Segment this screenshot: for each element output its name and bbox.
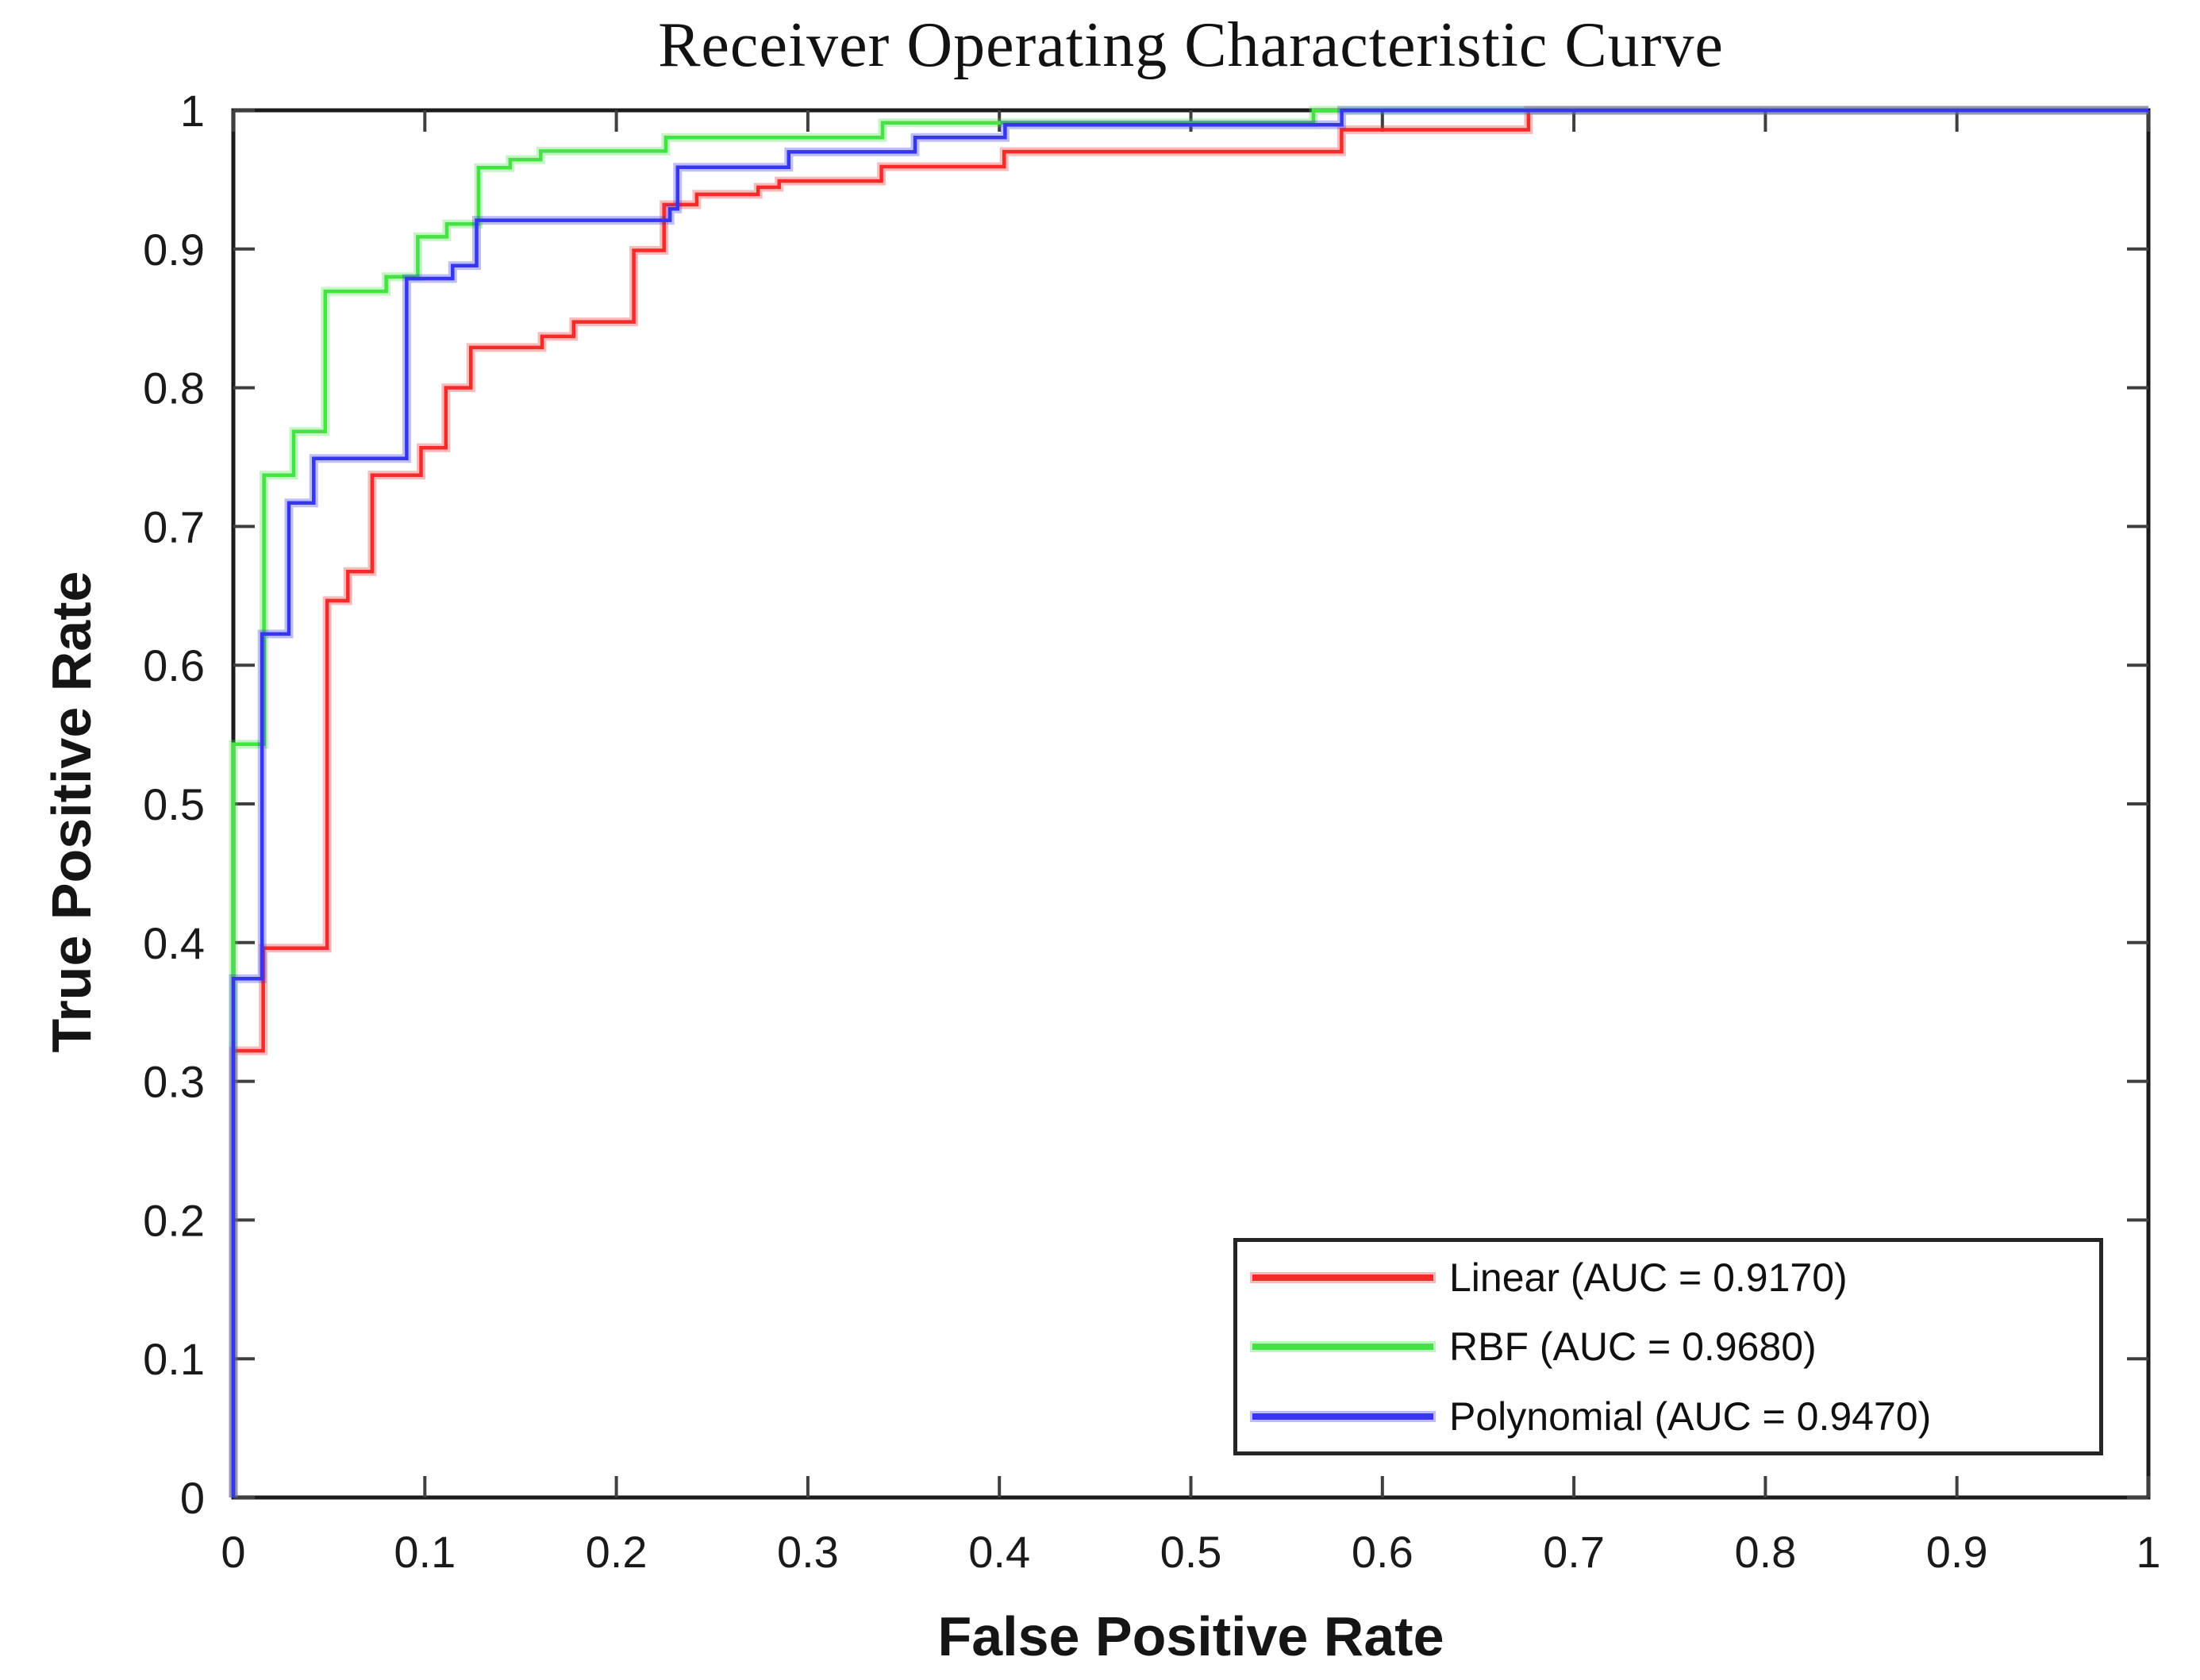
legend-item-rbf: RBF (AUC = 0.9680) — [1237, 1313, 2099, 1381]
legend-item-linear: Linear (AUC = 0.9170) — [1237, 1244, 2099, 1312]
legend-line-swatch — [1252, 1344, 1433, 1350]
chart-title: Receiver Operating Characteristic Curve — [658, 10, 1724, 80]
x-tick-label: 0 — [221, 1527, 245, 1577]
y-axis-label: True Positive Rate — [40, 571, 102, 1053]
legend-label: RBF (AUC = 0.9680) — [1449, 1324, 1817, 1369]
x-tick-label: 0.6 — [1352, 1527, 1413, 1577]
y-tick-label: 0.4 — [143, 918, 205, 968]
y-tick-label: 0.1 — [143, 1334, 205, 1384]
x-tick-label: 0.7 — [1543, 1527, 1605, 1577]
x-tick-label: 1 — [2136, 1527, 2160, 1577]
y-tick-label: 0.7 — [143, 502, 205, 552]
y-tick-label: 0.9 — [143, 225, 205, 275]
x-tick-label: 0.4 — [968, 1527, 1030, 1577]
x-tick-label: 0.3 — [777, 1527, 839, 1577]
legend-item-polynomial: Polynomial (AUC = 0.9470) — [1237, 1382, 2099, 1451]
y-tick-label: 0.8 — [143, 363, 205, 413]
y-tick-label: 0.6 — [143, 640, 205, 690]
y-tick-label: 0.2 — [143, 1195, 205, 1245]
x-tick-labels: 0 0.1 0.2 0.3 0.4 0.5 0.6 0.7 0.8 0.9 1 — [221, 1527, 2160, 1577]
y-tick-label: 0.3 — [143, 1057, 205, 1107]
legend-label: Polynomial (AUC = 0.9470) — [1449, 1394, 1932, 1439]
y-tick-labels: 0 0.1 0.2 0.3 0.4 0.5 0.6 0.7 0.8 0.9 1 — [143, 86, 205, 1523]
y-tick-label: 0 — [180, 1473, 205, 1523]
series-linear — [229, 106, 2148, 1497]
x-tick-label: 0.1 — [394, 1527, 456, 1577]
y-tick-label: 0.5 — [143, 779, 205, 829]
legend-line-swatch — [1252, 1413, 1433, 1420]
legend-label: Linear (AUC = 0.9170) — [1449, 1255, 1848, 1300]
legend-line-swatch — [1252, 1274, 1433, 1281]
x-tick-label: 0.5 — [1160, 1527, 1222, 1577]
legend-box: Linear (AUC = 0.9170) RBF (AUC = 0.9680) P… — [1233, 1238, 2103, 1455]
x-tick-label: 0.2 — [586, 1527, 648, 1577]
series-polynomial — [229, 106, 2148, 1497]
x-tick-label: 0.8 — [1734, 1527, 1796, 1577]
series-rbf — [229, 106, 2148, 1497]
x-tick-label: 0.9 — [1926, 1527, 1988, 1577]
x-axis-label: False Positive Rate — [937, 1605, 1444, 1667]
y-tick-label: 1 — [180, 86, 205, 136]
